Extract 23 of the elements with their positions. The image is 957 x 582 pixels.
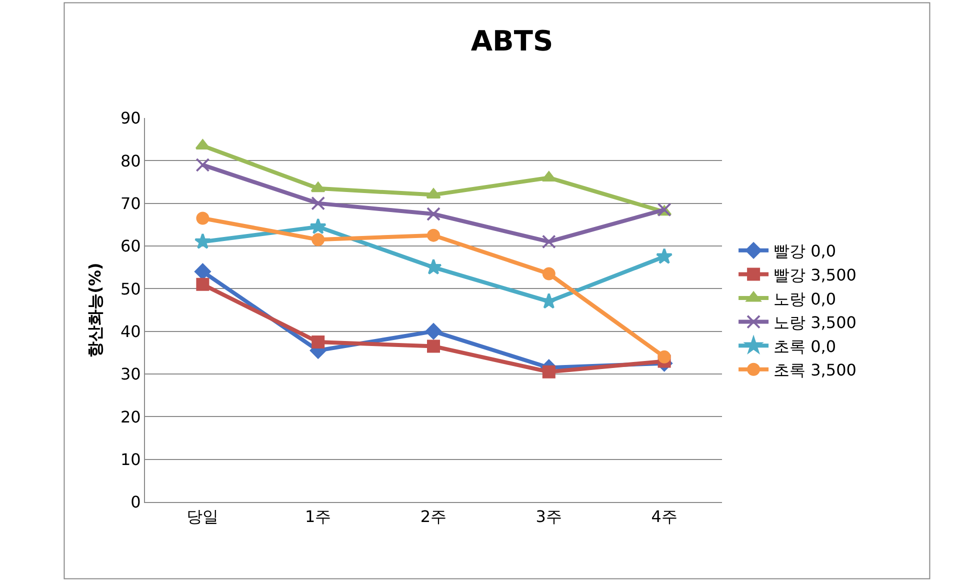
y-tick-label: 50 (120, 279, 141, 298)
y-axis-title: 항산화능(%) (85, 262, 104, 358)
y-tick-label: 70 (120, 194, 141, 213)
y-tick-label: 90 (120, 108, 141, 128)
x-tick-label: 1주 (305, 507, 332, 526)
legend-label: 노랑 3,500 (774, 313, 856, 332)
legend-label: 초록 0,0 (774, 336, 836, 356)
y-tick-label: 60 (120, 236, 141, 256)
y-tick-label: 40 (120, 322, 141, 341)
legend-label: 빨강 3,500 (774, 265, 856, 284)
x-tick-label: 당일 (186, 507, 219, 526)
legend-label: 빨강 0,0 (774, 242, 836, 261)
y-tick-label: 20 (120, 407, 141, 426)
legend-label: 초록 3,500 (774, 360, 856, 380)
y-tick-label: 80 (120, 151, 141, 170)
y-tick-label: 30 (120, 364, 141, 384)
x-tick-label: 3주 (536, 507, 562, 526)
x-tick-label: 2주 (420, 507, 447, 526)
legend-label: 노랑 0,0 (774, 289, 836, 308)
x-tick-label: 4주 (651, 507, 678, 526)
y-tick-label: 10 (120, 450, 141, 469)
y-tick-label: 0 (130, 492, 141, 512)
chart-title: ABTS (470, 24, 554, 58)
